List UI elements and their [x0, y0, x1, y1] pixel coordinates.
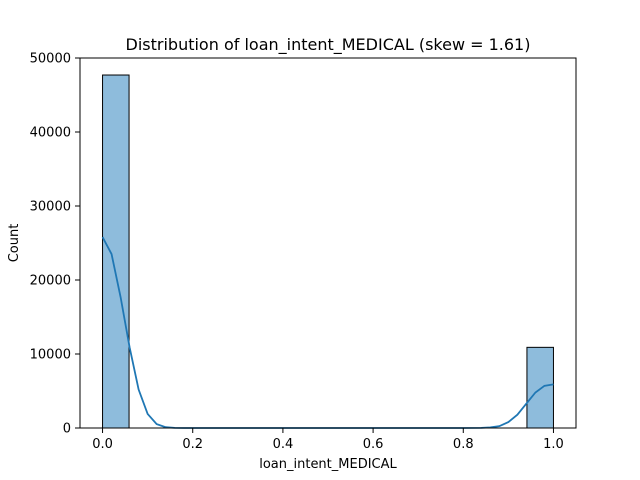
- y-tick-label: 40000: [30, 126, 71, 141]
- x-tick-label: 0.8: [453, 437, 474, 452]
- plot-frame: [79, 57, 577, 429]
- x-tick-label: 0.6: [363, 437, 384, 452]
- y-axis-title: Count: [7, 224, 22, 263]
- x-tick-label: 0.0: [92, 437, 113, 452]
- y-tick-label: 20000: [30, 274, 71, 289]
- plot-area: [80, 58, 576, 428]
- chart-title: Distribution of loan_intent_MEDICAL (ske…: [126, 35, 531, 55]
- y-axis-ticks: 0 10000 20000 30000 40000 50000: [30, 52, 80, 437]
- y-tick-label: 50000: [30, 52, 71, 67]
- y-tick-label: 30000: [30, 200, 71, 215]
- x-tick-label: 0.2: [182, 437, 203, 452]
- y-tick-label: 0: [63, 422, 71, 437]
- x-axis-title: loan_intent_MEDICAL: [259, 457, 397, 472]
- x-axis-ticks: 0.0 0.2 0.4 0.6 0.8 1.0: [92, 428, 564, 452]
- bars-layer: [102, 74, 554, 429]
- y-tick-label: 10000: [30, 348, 71, 363]
- x-tick-label: 1.0: [543, 437, 564, 452]
- histogram-bar: [526, 346, 554, 429]
- x-tick-label: 0.4: [273, 437, 294, 452]
- histogram-bar: [102, 74, 130, 429]
